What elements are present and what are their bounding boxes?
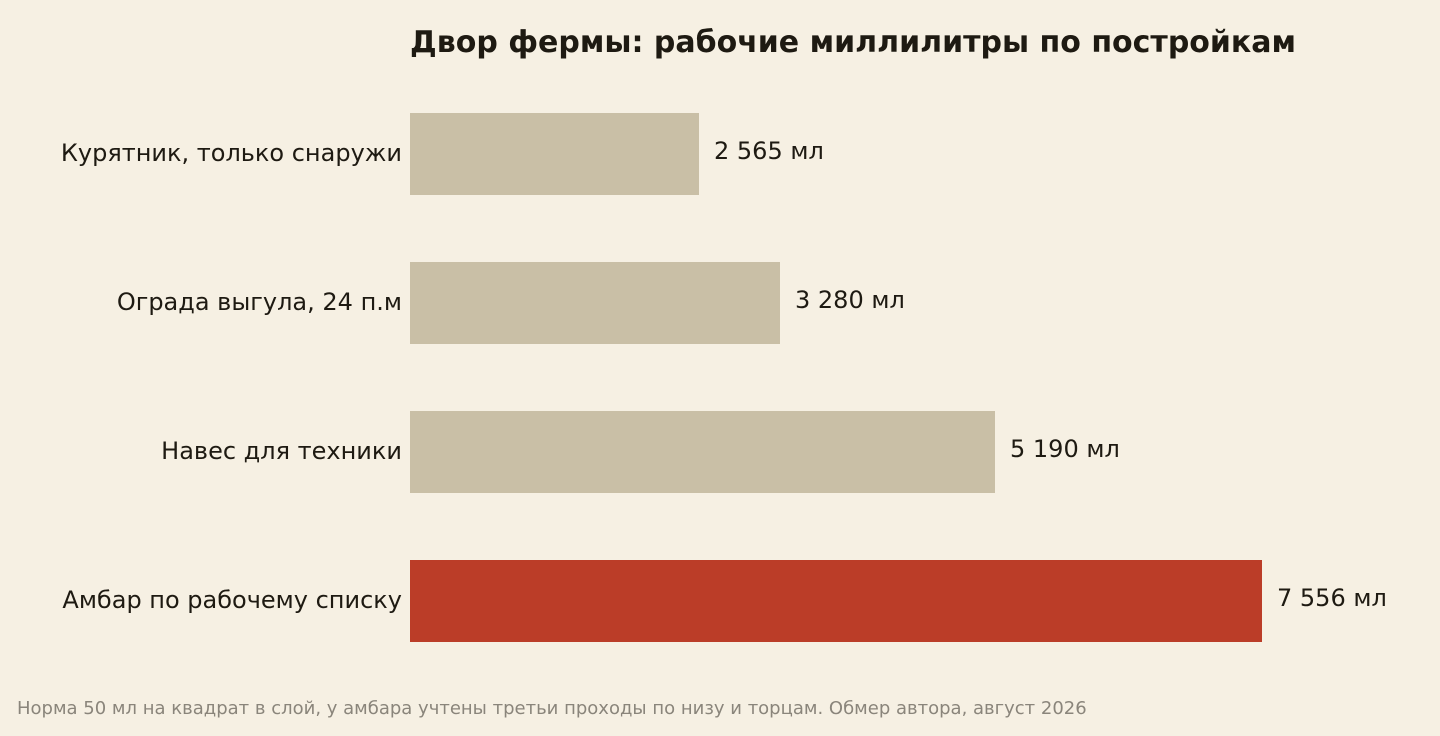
bars-group: Курятник, только снаружи 2 565 мл Ограда в…	[61, 113, 1387, 642]
value-label-3: 5 190 мл	[1010, 435, 1120, 463]
value-label-1: 2 565 мл	[714, 137, 824, 165]
category-label-2: Ограда выгула, 24 п.м	[117, 288, 402, 316]
bar-1	[410, 113, 699, 195]
bar-4	[410, 560, 1262, 642]
category-label-1: Курятник, только снаружи	[61, 139, 402, 167]
category-label-3: Навес для техники	[161, 437, 402, 465]
value-label-2: 3 280 мл	[795, 286, 905, 314]
chart-footnote: Норма 50 мл на квадрат в слой, у амбара …	[17, 698, 1087, 719]
value-label-4: 7 556 мл	[1277, 584, 1387, 612]
bar-3	[410, 411, 995, 493]
bar-2	[410, 262, 780, 344]
category-label-4: Амбар по рабочему списку	[62, 586, 402, 614]
chart-title: Двор фермы: рабочие миллилитры по постро…	[410, 25, 1296, 60]
